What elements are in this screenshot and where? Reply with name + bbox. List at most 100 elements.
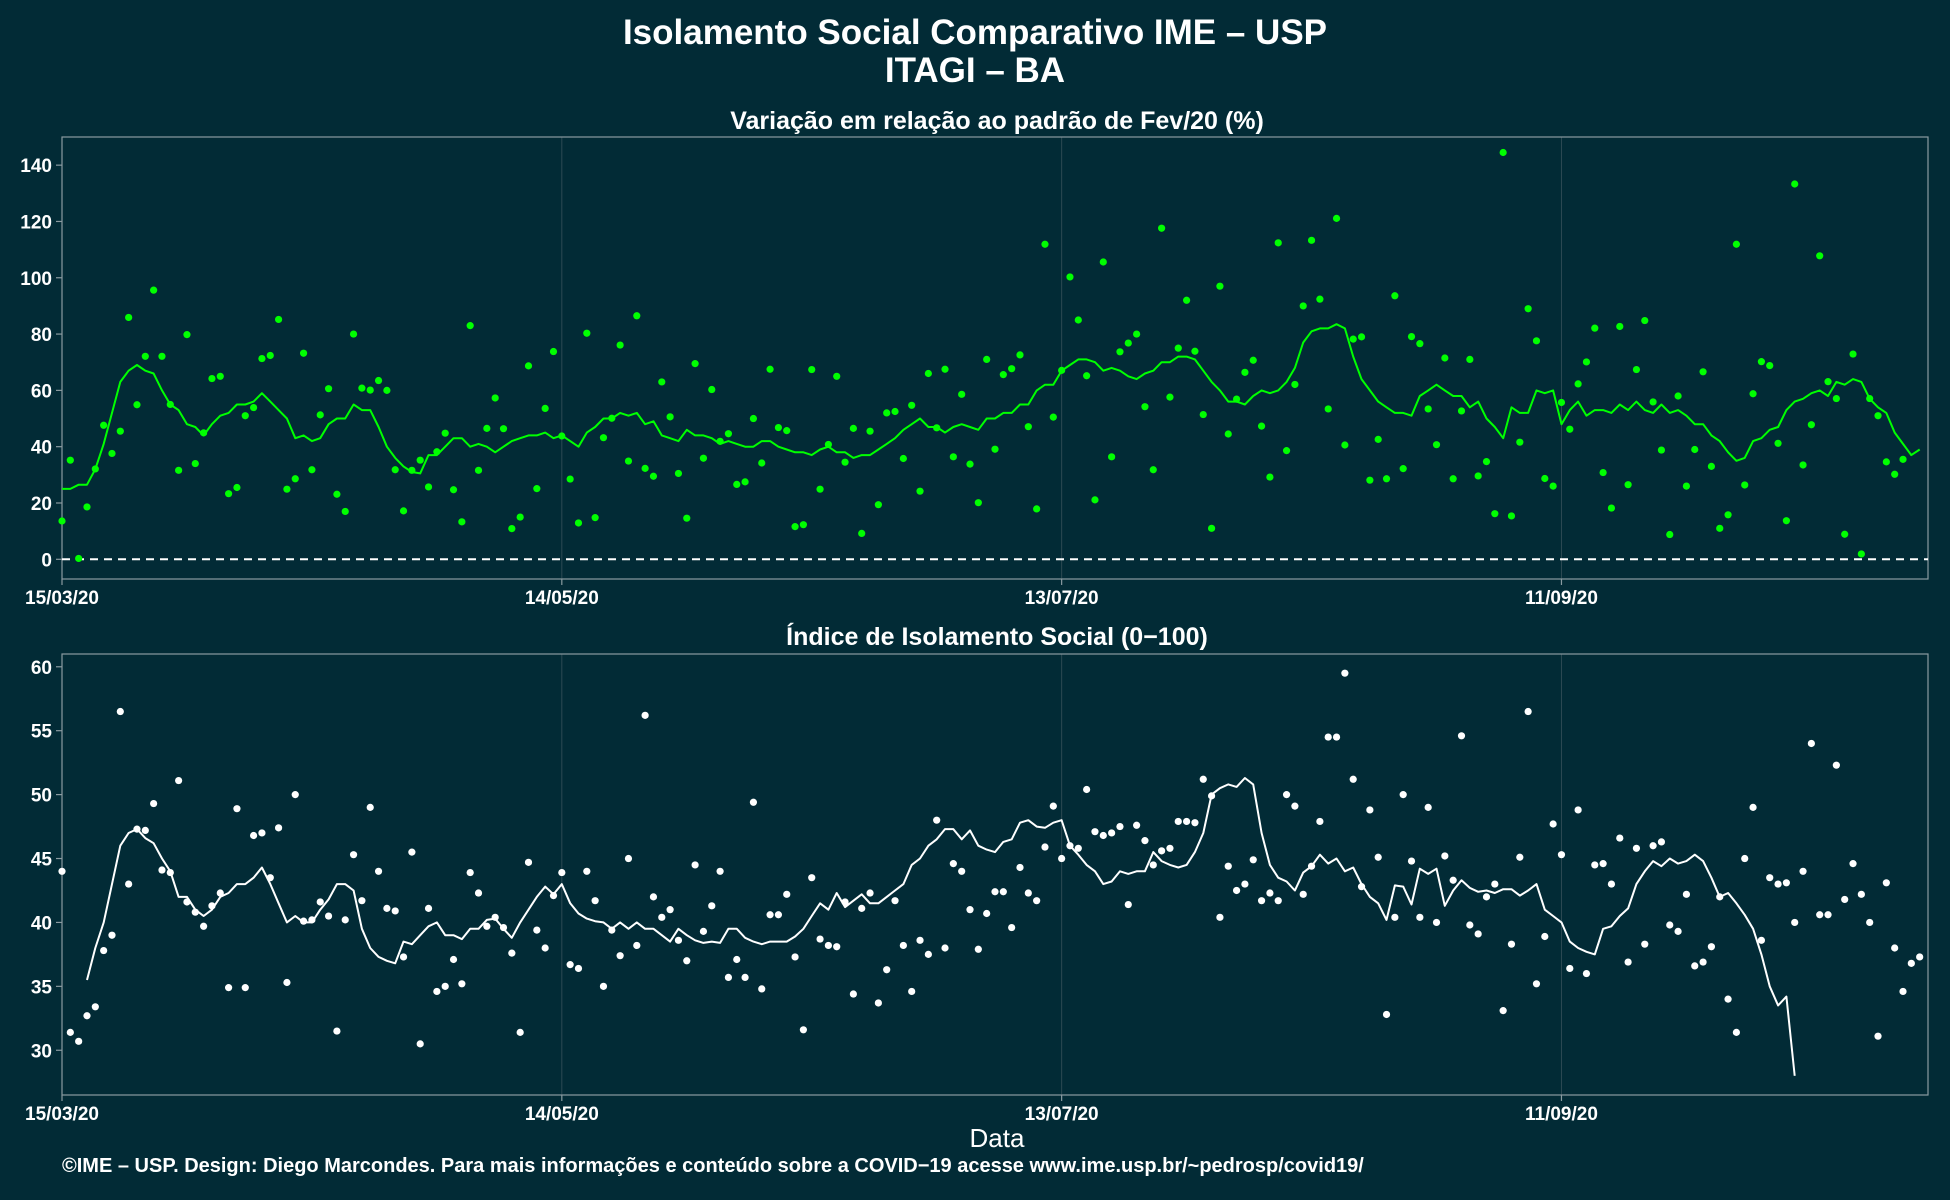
panel-2-data-point: [1691, 962, 1699, 970]
panel-1-data-point: [391, 466, 399, 474]
panel-2-data-point: [1724, 995, 1732, 1003]
panel-2-data-point: [1574, 806, 1582, 814]
panel-1-data-point: [466, 322, 474, 330]
panel-1-data-point: [141, 352, 149, 360]
panel-2-data-point: [658, 913, 666, 921]
panel-1-data-point: [1491, 510, 1499, 518]
panel-2-data-point: [283, 978, 291, 987]
panel-1-data-point: [566, 475, 574, 483]
panel-1-data-point: [1266, 473, 1274, 481]
panel-2-data-point: [1616, 834, 1624, 842]
panel-1-data-point: [274, 315, 283, 324]
panel-1-data-point: [291, 475, 299, 483]
panel-1-data-point: [874, 501, 882, 509]
panel-1-data-point: [1474, 472, 1482, 480]
panel-1-data-point: [899, 454, 907, 463]
panel-1-y-tick-label: 40: [31, 438, 52, 459]
panel-1-data-point: [1582, 358, 1591, 366]
panel-2-data-point: [1507, 940, 1516, 948]
panel-2-data-point: [874, 999, 882, 1007]
panel-2-y-tick-label: 50: [31, 786, 52, 807]
panel-1-data-point: [958, 390, 966, 398]
panel-2-data-point: [91, 1003, 99, 1011]
panel-2-data-point: [1657, 838, 1666, 846]
panel-2-data-point: [666, 906, 674, 914]
panel-1-data-point: [1066, 273, 1074, 281]
panel-2-title: Índice de Isolamento Social (0−100): [786, 622, 1208, 651]
panel-2-data-point: [374, 867, 383, 875]
panel-2-data-point: [1291, 802, 1299, 810]
panel-1-data-point: [1391, 292, 1399, 300]
panel-1-data-point: [216, 372, 224, 380]
panel-1-data-point: [808, 365, 816, 374]
panel-1-data-point: [333, 490, 341, 498]
panel-2-data-point: [1191, 819, 1199, 827]
panel-1-data-point: [83, 503, 91, 511]
panel-1-data-point: [1274, 239, 1282, 247]
panel-2-data-point: [749, 798, 758, 806]
panel-2-data-point: [808, 874, 816, 882]
panel-1-data-point: [449, 486, 458, 494]
panel-1-data-point: [399, 507, 408, 515]
panel-2-data-point: [949, 860, 957, 868]
panel-2-data-point: [1649, 842, 1657, 850]
panel-1-data-point: [1466, 355, 1474, 364]
panel-1-data-point: [799, 521, 808, 529]
panel-2-data-point: [1441, 852, 1449, 860]
panel-2-data-point: [100, 946, 108, 955]
panel-2-data-point: [1482, 893, 1491, 901]
panel-1-data-point: [1591, 324, 1599, 332]
panel-2-data-point: [758, 985, 766, 993]
panel-1-data-point: [708, 385, 716, 394]
panel-2-data-point: [691, 861, 699, 869]
panel-1-data-point: [924, 369, 932, 378]
panel-1-data-point: [1482, 458, 1491, 466]
panel-2-data-point: [200, 922, 208, 930]
panel-1-data-point: [258, 354, 266, 363]
panel-1-title: Variação em relação ao padrão de Fev/20 …: [730, 107, 1264, 135]
panel-2-data-point: [1832, 761, 1840, 769]
panel-2-data-point: [1666, 921, 1674, 929]
panel-2-data-point: [1024, 889, 1032, 897]
panel-2-data-point: [1108, 829, 1116, 837]
panel-1-data-point: [999, 371, 1007, 379]
panel-2-data-point: [1033, 897, 1041, 905]
panel-1-data-point: [1158, 224, 1166, 232]
panel-1-y-tick-label: 140: [20, 156, 52, 177]
panel-2-data-point: [649, 893, 658, 901]
panel-2-data-point: [1741, 854, 1749, 863]
panel-1-data-point: [824, 440, 832, 449]
panel-2-data-point: [1149, 861, 1157, 869]
panel-2-data-point: [741, 973, 749, 982]
panel-1-data-point: [499, 425, 508, 433]
panel-2-data-point: [358, 897, 366, 905]
panel-2-data-point: [1407, 857, 1416, 865]
panel-1-x-tick-label: 13/07/20: [1025, 588, 1099, 609]
panel-1-data-point: [1607, 504, 1616, 512]
panel-2-data-point: [791, 953, 799, 961]
panel-1-data-point: [1557, 398, 1566, 407]
panel-1-data-point: [283, 485, 291, 493]
panel-2-data-point: [1541, 932, 1549, 941]
panel-2-data-point: [974, 945, 982, 953]
panel-2-data-point: [1399, 791, 1407, 799]
panel-1-data-point: [1649, 398, 1657, 406]
panel-1-data-point: [1008, 365, 1016, 373]
panel-1-data-point: [1291, 380, 1299, 389]
panel-2-data-point: [1841, 895, 1849, 904]
panel-1-data-point: [458, 518, 466, 526]
panel-2-data-point: [1382, 1010, 1391, 1019]
panel-2-data-point: [341, 916, 349, 924]
panel-2-data-point: [833, 943, 841, 951]
panel-1-y-tick-label: 120: [20, 212, 52, 233]
panel-1-data-point: [1449, 475, 1457, 483]
panel-1-data-point: [1074, 316, 1082, 324]
panel-2-data-point: [824, 941, 832, 950]
panel-1-data-point: [108, 449, 116, 458]
panel-2-data-point: [1807, 739, 1815, 748]
panel-1-data-point: [1507, 512, 1516, 520]
panel-1-data-point: [175, 466, 183, 474]
panel-1-data-point: [374, 376, 383, 385]
panel-1-data-point: [1566, 425, 1574, 433]
panel-2-data-point: [75, 1037, 83, 1045]
